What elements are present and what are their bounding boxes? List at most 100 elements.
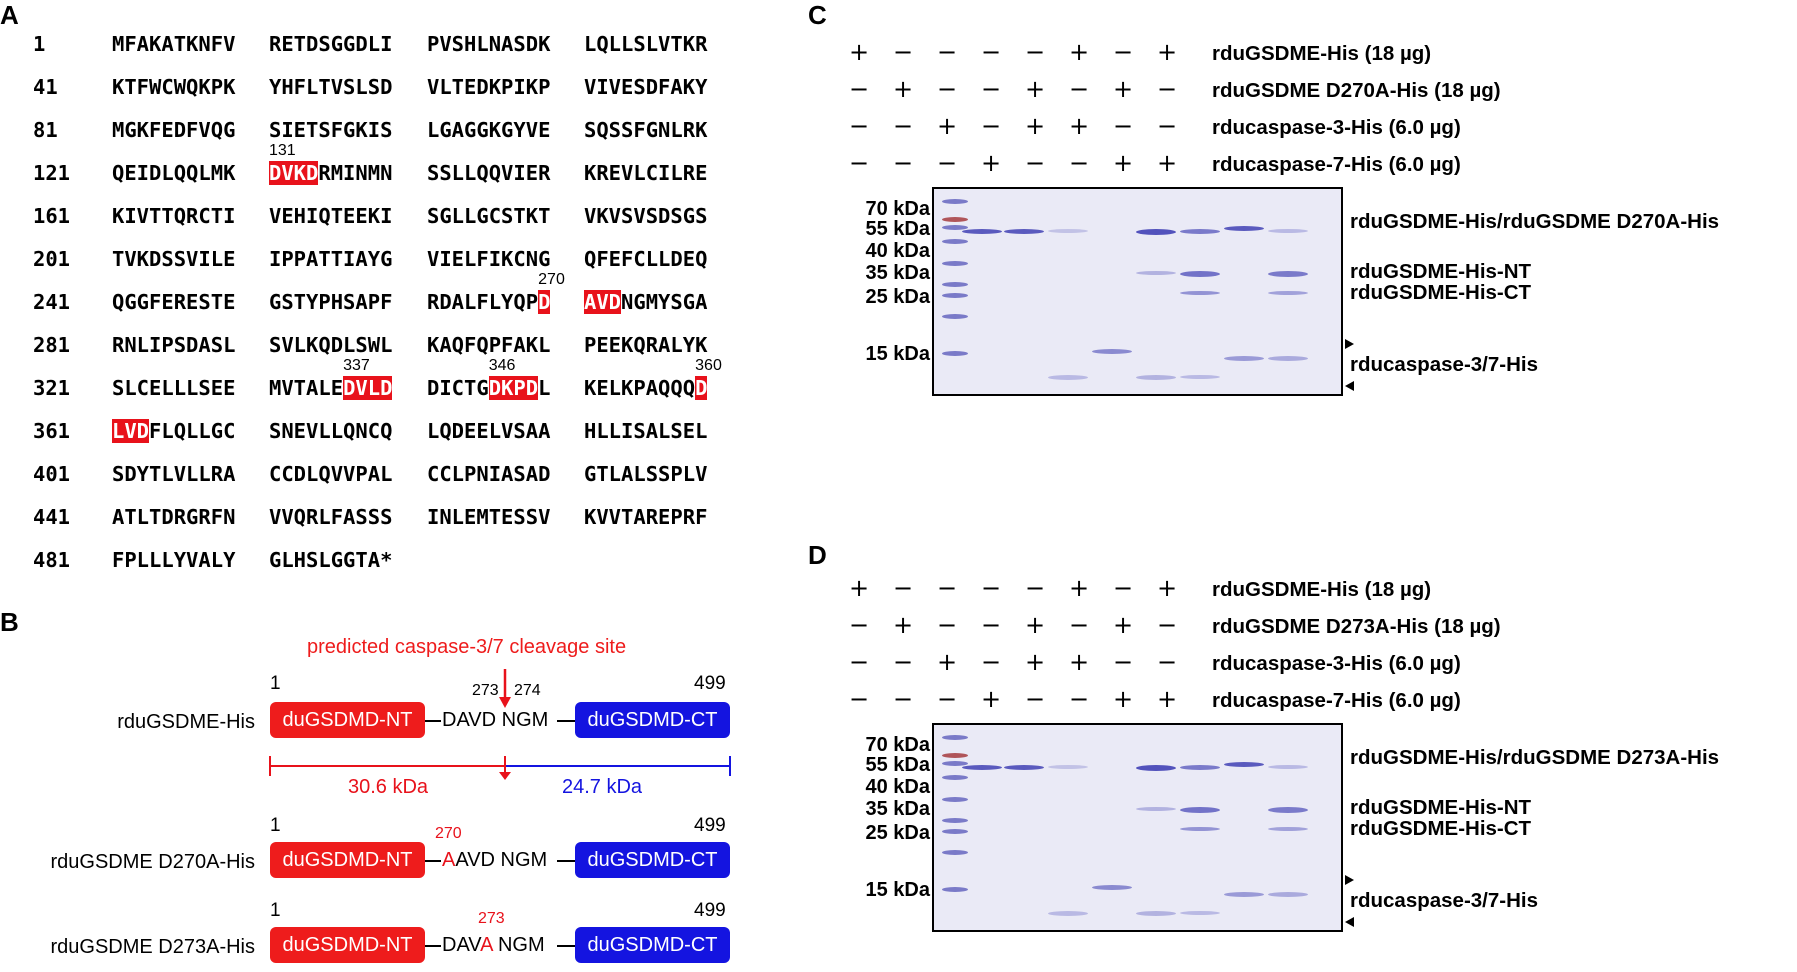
ladder-band (942, 735, 968, 740)
plus-sign: + (848, 574, 870, 602)
panel-b-letter: B (0, 607, 19, 637)
sequence-block: KAQFQPFAKL (427, 333, 551, 357)
minus-sign: − (936, 685, 958, 713)
sequence-block: VKVSVSDSGS (584, 204, 708, 228)
minus-sign: − (1024, 574, 1046, 602)
linker-line (557, 720, 575, 722)
sequence-row: 81 MGKFEDFVQG SIETSFGKIS LGAGGKGYVE SQSSFGNL… (33, 118, 757, 148)
sequence-row: 401 SDYTLVLLRA CCDLQVVPAL CCLPNIASAD GTLALSS… (33, 462, 757, 492)
protein-band (1180, 827, 1220, 831)
cleavage-arrow-icon (499, 669, 511, 708)
linker-line (557, 860, 575, 862)
sequence-block: VLTEDKPIKP (427, 75, 551, 99)
protein-band (1048, 229, 1088, 233)
condition-label: rducaspase-7-His (6.0 µg) (1212, 689, 1461, 712)
linker-text-wt: DAVD NGM (442, 709, 549, 731)
cleavage-motif-highlight: LVD (112, 419, 150, 443)
sequence-block: VVQRLFASSS (269, 505, 393, 529)
plus-sign: + (1156, 685, 1178, 713)
sequence-row: 241 QGGFERESTE GSTYPHSAPF RDALFLYQPD AVDNGMY… (33, 290, 757, 320)
sequence-position: 121 (33, 161, 71, 185)
protein-band (1136, 229, 1176, 235)
protein-band (1136, 765, 1176, 771)
plus-sign: + (1068, 38, 1090, 66)
sequence-row: 1 MFAKATKNFV RETDSGGDLI PVSHLNASDK LQLLSLVTK… (33, 32, 757, 62)
nt-domain-box: duGSDMD-NT (270, 702, 425, 738)
protein-band (962, 765, 1002, 770)
sequence-row: 121 QEIDLQQLMK DVKDRMINMN SSLLQQVIER KREVLCI… (33, 161, 757, 191)
minus-sign: − (848, 685, 870, 713)
condition-label: rduGSDME D273A-His (18 µg) (1212, 615, 1501, 638)
sequence-block: SSLLQQVIER (427, 161, 551, 185)
band-label: rducaspase-3/7-His (1350, 889, 1539, 912)
minus-sign: − (848, 112, 870, 140)
minus-sign: − (892, 648, 914, 676)
protein-band (1004, 229, 1044, 234)
sequence-block: SLCELLLSEE (112, 376, 236, 400)
plus-sign: + (1156, 574, 1178, 602)
protein-band (1180, 911, 1220, 915)
protein-band (962, 229, 1002, 234)
mw-marker-label: 25 kDa (865, 286, 931, 308)
linker-rest: AVD NGM (455, 849, 548, 871)
end-label: 499 (694, 900, 726, 921)
plus-sign: + (1024, 112, 1046, 140)
sequence-position: 1 (33, 32, 46, 56)
sequence-block: KELKPAQQQD (584, 376, 708, 400)
minus-sign: − (892, 38, 914, 66)
plus-sign: + (892, 611, 914, 639)
linker-line (557, 945, 575, 947)
condition-label: rducaspase-3-His (6.0 µg) (1212, 652, 1461, 675)
condition-label: rduGSDME-His (18 µg) (1212, 578, 1432, 601)
linker-rest: NGM (492, 934, 545, 956)
mw-marker-label: 55 kDa (865, 754, 931, 776)
mw-marker-label: 40 kDa (865, 776, 931, 798)
protein-band (1224, 356, 1264, 361)
plus-sign: + (1024, 648, 1046, 676)
protein-band (1136, 375, 1176, 380)
protein-band (1224, 226, 1264, 231)
sequence-block: VIVESDFAKY (584, 75, 708, 99)
plus-sign: + (1068, 112, 1090, 140)
ct-domain-box: duGSDMD-CT (575, 842, 730, 878)
sequence-block: TVKDSSVILE (112, 247, 236, 271)
sequence-block: KVVTAREPRF (584, 505, 708, 529)
minus-sign: − (980, 574, 1002, 602)
sequence-block: SVLKQDLSWL (269, 333, 393, 357)
band-label: rduGSDME-His-CT (1350, 817, 1532, 840)
cut-right-label: 274 (514, 682, 541, 699)
plus-sign: + (848, 38, 870, 66)
protein-band (1268, 827, 1308, 831)
minus-sign: − (848, 611, 870, 639)
plus-sign: + (1112, 685, 1134, 713)
ladder-band (942, 753, 968, 758)
sequence-block: SGLLGCSTKT (427, 204, 551, 228)
sequence-block: LGAGGKGYVE (427, 118, 551, 142)
mw-marker-label: 15 kDa (865, 879, 931, 901)
sequence-block: GSTYPHSAPF (269, 290, 393, 314)
ladder-band (942, 293, 968, 298)
panel-c-letter: C (808, 0, 827, 30)
construct-label-d270a: rduGSDME D270A-His (50, 851, 255, 873)
ladder-band (942, 239, 968, 244)
plus-sign: + (1156, 149, 1178, 177)
site-position-label: 360 (695, 357, 722, 374)
minus-sign: − (848, 648, 870, 676)
panel-a-letter: A (0, 0, 19, 30)
sequence-row: 161 KIVTTQRCTI VEHIQTEEKI SGLLGCSTKT VKVSVSD… (33, 204, 757, 234)
protein-band (1136, 807, 1176, 811)
protein-band (1224, 892, 1264, 897)
minus-sign: − (936, 38, 958, 66)
cleavage-motif-highlight: DVKD (269, 161, 319, 185)
nt-domain-box: duGSDMD-NT (270, 842, 425, 878)
minus-sign: − (1156, 75, 1178, 103)
cleavage-motif-highlight: D (695, 376, 708, 400)
minus-sign: − (980, 75, 1002, 103)
plus-sign: + (1068, 648, 1090, 676)
minus-sign: − (1068, 685, 1090, 713)
protein-band (1048, 765, 1088, 769)
mw-marker-label: 55 kDa (865, 218, 931, 240)
minus-sign: − (936, 611, 958, 639)
minus-sign: − (936, 75, 958, 103)
ladder-band (942, 261, 968, 266)
